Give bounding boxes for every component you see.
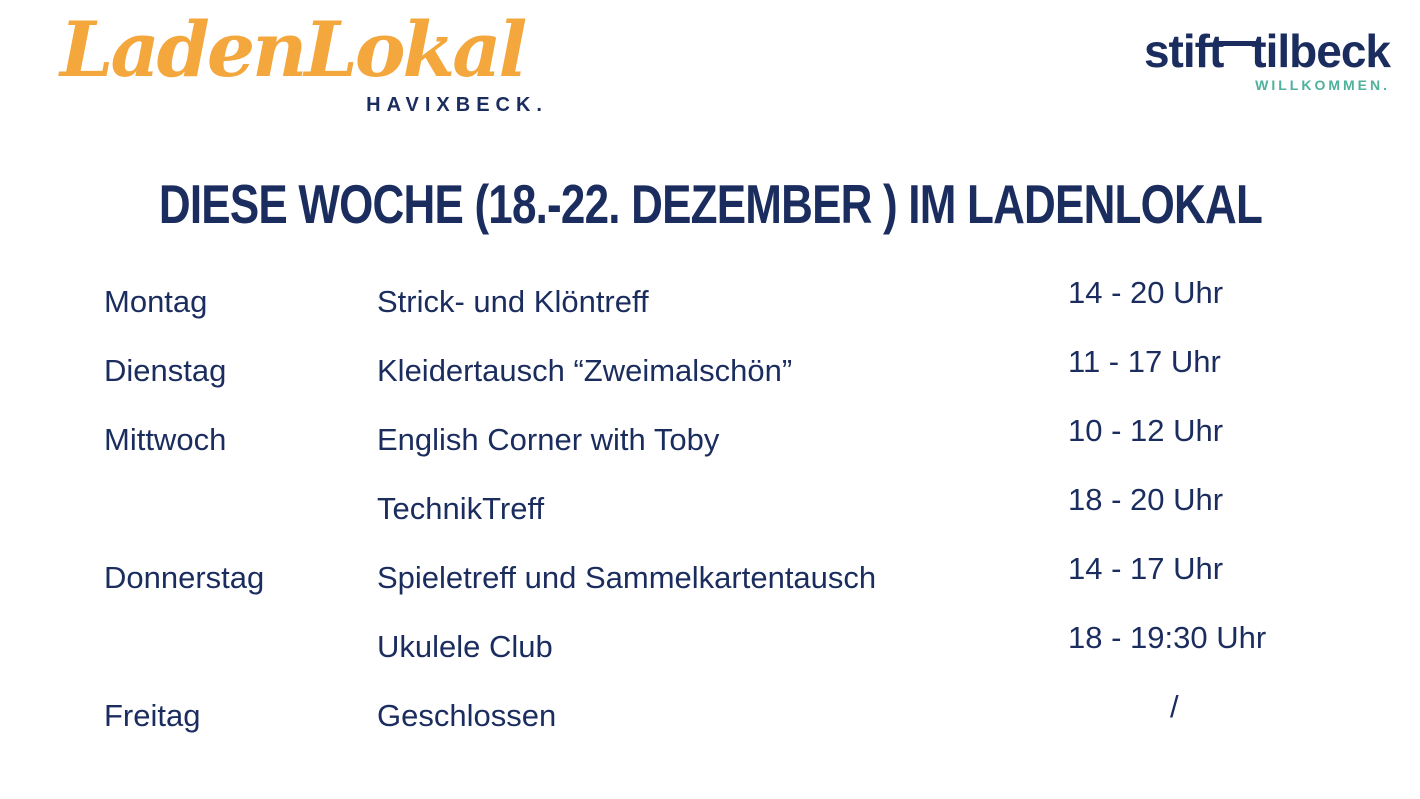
stift-tilbeck-wordmark: stift tilbeck (1143, 25, 1391, 77)
schedule-day: Donnerstag (104, 560, 265, 595)
ladenlokal-logo-wordmark: LadenLokal (60, 5, 527, 94)
ladenlokal-logo-subtitle: HAVIXBECK. (366, 93, 548, 116)
ladenlokal-logo: LadenLokal HAVIXBECK. (60, 8, 548, 117)
schedule-event: Strick- und Klöntreff (377, 284, 649, 319)
page-title: DIESE WOCHE (18.-22. DEZEMBER ) IM LADEN… (158, 173, 1262, 235)
schedule-event: Geschlossen (377, 698, 557, 733)
stift-tilbeck-tagline: WILLKOMMEN. (1255, 77, 1390, 93)
schedule-time: 18 - 20 Uhr (1068, 482, 1224, 517)
schedule-event: English Corner with Toby (377, 422, 720, 457)
schedule-time: / (1170, 689, 1179, 724)
page-title-wrap: DIESE WOCHE (18.-22. DEZEMBER ) IM LADEN… (0, 172, 1420, 236)
schedule-event: Kleidertausch “Zweimalschön” (377, 353, 793, 388)
schedule-time: 11 - 17 Uhr (1068, 344, 1221, 379)
schedule-day: Montag (104, 284, 208, 319)
schedule-day: Freitag (104, 698, 201, 733)
schedule-day: Dienstag (104, 353, 227, 388)
schedule-time: 14 - 20 Uhr (1068, 275, 1224, 310)
schedule-time: 18 - 19:30 Uhr (1068, 620, 1267, 655)
schedule-time: 10 - 12 Uhr (1068, 413, 1224, 448)
schedule-time: 14 - 17 Uhr (1068, 551, 1224, 586)
schedule-event: Spieletreff und Sammelkartentausch (377, 560, 877, 595)
schedule-day: Mittwoch (104, 422, 227, 457)
stift-tilbeck-word2: tilbeck (1251, 25, 1391, 77)
schedule-event: TechnikTreff (377, 491, 545, 526)
weekly-schedule-table: Montag Strick- und Klöntreff 14 - 20 Uhr… (104, 275, 1267, 768)
stift-tilbeck-connector-line (1215, 41, 1260, 46)
stift-tilbeck-word1: stift (1143, 25, 1224, 77)
schedule-event: Ukulele Club (377, 629, 553, 664)
stift-tilbeck-logo: stift tilbeck WILLKOMMEN. (1143, 25, 1391, 93)
